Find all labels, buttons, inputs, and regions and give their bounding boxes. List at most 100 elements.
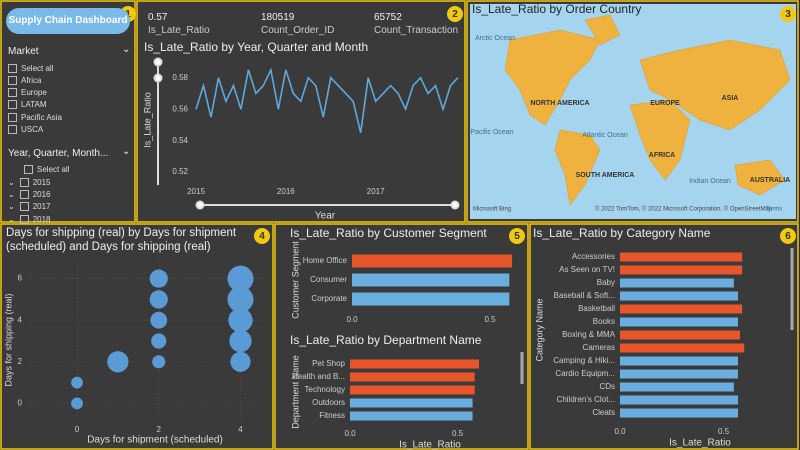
checkbox[interactable] (19, 202, 29, 212)
category-label: Cardio Equipm... (555, 369, 615, 378)
category-label: Technology (305, 385, 345, 394)
checkbox[interactable] (8, 112, 17, 122)
filter-chevron[interactable]: ⌄ (122, 44, 131, 55)
item-label: Africa (21, 75, 42, 85)
item-label: LATAM (21, 100, 47, 110)
card-value: 180519 (261, 12, 295, 23)
x-tick-label: 0.0 (614, 427, 626, 436)
category-label: Corporate (311, 294, 347, 303)
badge (780, 6, 796, 22)
checkbox[interactable] (19, 177, 29, 187)
bar (620, 382, 734, 392)
checkbox[interactable] (8, 75, 17, 85)
filter-item[interactable]: Pacific Asia (8, 111, 62, 123)
bar (620, 252, 743, 262)
badge (780, 228, 796, 244)
checkbox[interactable] (19, 189, 29, 199)
chart-title: Is_Late_Ratio by Year, Quarter and Month (144, 40, 369, 54)
x-tick-label: 0.0 (346, 315, 358, 324)
x-tick-label: 2015 (187, 187, 205, 196)
x-tick-label: 0.0 (344, 429, 356, 438)
filter-item[interactable]: Africa (8, 74, 41, 86)
x-tick-label: 2 (157, 425, 162, 434)
bubble (107, 351, 129, 373)
category-label: As Seen on TV! (559, 265, 615, 274)
map-label: ASIA (722, 95, 739, 102)
map-logo: Microsoft Bing (473, 207, 511, 213)
filter-item[interactable]: LATAM (8, 99, 46, 111)
panel (0, 0, 136, 223)
filter-item[interactable]: Select all (8, 62, 53, 74)
badge-label: 6 (785, 231, 791, 242)
map-label: EUROPE (650, 100, 680, 107)
australia (734, 159, 786, 196)
category-label: Cameras (583, 343, 615, 352)
category-label: Boxing & MMA (562, 330, 616, 339)
filter-item[interactable]: USCA (8, 124, 43, 136)
expand[interactable]: ⌄ (8, 189, 15, 199)
bubble (230, 351, 251, 372)
filter-item[interactable]: Select all (24, 164, 69, 176)
map-label: Atlantic Ocean (582, 132, 628, 139)
filter-chevron[interactable]: ⌄ (122, 145, 131, 157)
category-label: Consumer (310, 275, 347, 284)
badge-label: 2 (452, 9, 458, 20)
filter-title[interactable]: Market (8, 46, 39, 57)
filter-item[interactable]: ⌄ 2017 (8, 201, 51, 213)
filter-item[interactable]: ⌄ 2015 (8, 176, 51, 188)
card-value: 0.57 (148, 12, 168, 23)
bar (352, 292, 510, 306)
category-label: Home Office (303, 256, 348, 265)
x-axis-title: Days for shipment (scheduled) (87, 435, 223, 446)
slider-handle (195, 200, 205, 210)
checkbox[interactable] (19, 214, 29, 224)
chart-title: Days for shipping (real) by Days for shi… (6, 227, 237, 253)
map-label: AFRICA (649, 152, 675, 159)
y-tick-label: 2 (18, 357, 23, 366)
x-axis-title: Is_Late_Ratio (669, 438, 731, 449)
checkbox[interactable] (8, 88, 17, 98)
x-tick-label: 2017 (367, 187, 385, 196)
checkbox[interactable] (8, 125, 17, 134)
expand[interactable]: ⌄ (8, 214, 15, 224)
y-tick-label: 0.52 (172, 167, 188, 176)
badge (447, 6, 463, 22)
bubble (152, 355, 166, 369)
bubble (227, 265, 254, 292)
bar (620, 265, 743, 275)
badge (254, 228, 270, 244)
filter-title[interactable]: Year, Quarter, Month... (8, 147, 109, 159)
y-tick-label: 0.54 (172, 136, 188, 145)
bar (350, 398, 473, 408)
expand[interactable]: ⌄ (8, 202, 15, 212)
line-series (195, 67, 459, 133)
card-label: Is_Late_Ratio (148, 25, 210, 36)
category-label: Books (593, 317, 615, 326)
badge (509, 228, 525, 244)
bar (620, 317, 738, 327)
bar (620, 369, 738, 379)
filter-item[interactable]: ⌄ 2016 (8, 188, 51, 200)
y-axis-title: Department Name (290, 355, 300, 429)
expand[interactable]: ⌄ (8, 177, 15, 187)
card-label: Count_Order_ID (261, 25, 335, 36)
bar (350, 385, 475, 395)
bar (620, 291, 738, 301)
filter-item[interactable]: Europe (8, 87, 47, 99)
checkbox[interactable] (8, 63, 17, 73)
filter-item[interactable]: ⌄ 2018 (8, 213, 51, 225)
bar (350, 372, 475, 382)
x-axis-title: Is_Late_Ratio (399, 440, 461, 450)
bubble (149, 269, 168, 288)
item-label: 2015 (32, 177, 51, 187)
y-tick-label: 0 (18, 398, 23, 407)
dashboard-button[interactable]: Supply Chain Dashboard (6, 8, 130, 34)
map-label: Arctic Ocean (475, 35, 515, 42)
checkbox[interactable] (8, 100, 17, 110)
checkbox[interactable] (24, 165, 33, 175)
chart-title: Is_Late_Ratio by Category Name (533, 226, 711, 240)
card-value: 65752 (374, 12, 402, 23)
slider-handle (153, 73, 163, 83)
bar (620, 408, 738, 418)
